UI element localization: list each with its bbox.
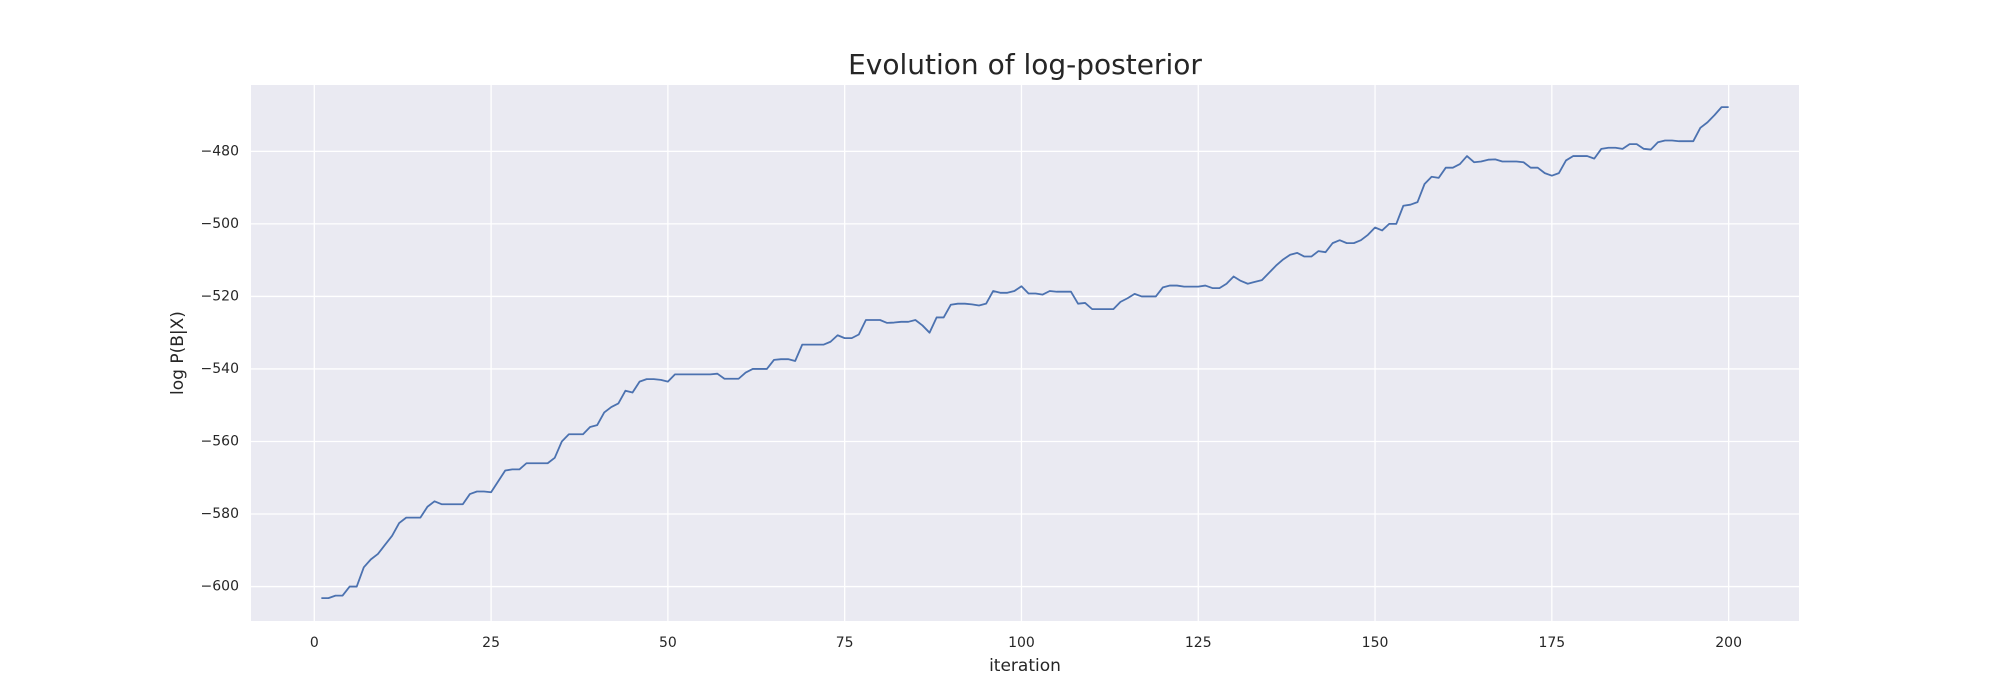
data-line	[321, 106, 1729, 600]
x-tick-label: 175	[1538, 635, 1565, 651]
y-tick-label: −500	[201, 216, 239, 232]
y-tick-label: −560	[201, 433, 239, 449]
y-tick-label: −480	[201, 143, 239, 159]
x-tick-label: 50	[659, 635, 677, 651]
x-tick-label: 75	[836, 635, 854, 651]
x-tick-label: 100	[1008, 635, 1035, 651]
x-tick-label: 125	[1185, 635, 1212, 651]
y-tick-label: −540	[201, 361, 239, 377]
x-axis-label: iteration	[989, 656, 1061, 676]
y-tick-label: −520	[201, 288, 239, 304]
x-tick-label: 150	[1362, 635, 1389, 651]
y-tick-label: −600	[201, 579, 239, 595]
x-tick-label: 0	[310, 635, 319, 651]
x-tick-label: 200	[1715, 635, 1742, 651]
y-axis-label: log P(B|X)	[168, 311, 188, 395]
plot-area	[251, 85, 1799, 621]
chart-title: Evolution of log-posterior	[848, 48, 1202, 81]
x-tick-label: 25	[482, 635, 500, 651]
y-tick-label: −580	[201, 506, 239, 522]
